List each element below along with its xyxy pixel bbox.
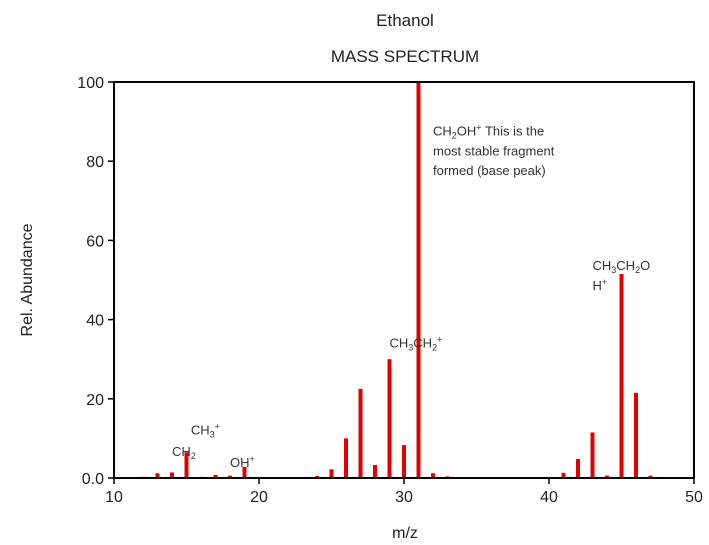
bar-mz-13 — [155, 473, 160, 478]
bar-mz-43 — [590, 432, 595, 478]
annotation-3: CH3CH2+ — [390, 334, 443, 352]
bar-mz-15 — [184, 452, 189, 478]
annotation-4: CH2OH+ This is the — [433, 122, 544, 140]
annotation-1: CH3+ — [191, 421, 220, 439]
bar-mz-42 — [576, 458, 580, 478]
x-axis-label: m/z — [392, 525, 418, 542]
annotation-7: CH3CH2O — [593, 258, 651, 275]
annotation-0: CH2 — [172, 444, 196, 461]
annotation-5: most stable fragment — [433, 143, 555, 158]
bar-mz-28 — [373, 464, 377, 478]
bar-mz-27 — [358, 388, 363, 478]
annotation-6: formed (base peak) — [433, 163, 546, 178]
x-tick-label: 30 — [395, 489, 413, 506]
bar-mz-46 — [634, 392, 638, 478]
y-tick-label: 60 — [86, 233, 104, 250]
bar-mz-30 — [402, 445, 406, 478]
chart-title: Ethanol — [376, 11, 434, 30]
bar-mz-19 — [242, 466, 247, 478]
ticks-group: 10 20 30 40 50 0.0 20 40 60 80 100 — [77, 75, 703, 506]
y-tick-label: 100 — [77, 75, 104, 92]
bar-mz-26 — [344, 438, 348, 478]
bar-mz-44 — [605, 475, 609, 478]
y-axis-label: Rel. Abundance — [19, 223, 36, 336]
bar-mz-45 — [619, 274, 624, 478]
bar-mz-32 — [431, 473, 435, 478]
y-tick-label: 0.0 — [82, 471, 104, 488]
bars-group — [141, 82, 653, 478]
bar-mz-31 — [416, 82, 421, 478]
bar-mz-25 — [329, 469, 334, 478]
x-tick-label: 10 — [105, 489, 123, 506]
x-tick-label: 20 — [250, 489, 268, 506]
bar-mz-18 — [228, 475, 232, 478]
bar-mz-47 — [648, 475, 653, 478]
bar-mz-17 — [213, 474, 218, 478]
y-tick-label: 80 — [86, 154, 104, 171]
bar-mz-29 — [387, 359, 392, 478]
y-tick-label: 40 — [86, 313, 104, 330]
annotations-group: CH2 CH3+ OH+ CH3CH2+ CH2OH+ This is the most … — [172, 122, 650, 469]
y-tick-label: 20 — [86, 392, 104, 409]
chart-subtitle: MASS SPECTRUM — [331, 47, 479, 66]
bar-mz-41 — [561, 472, 566, 478]
x-tick-label: 40 — [540, 489, 558, 506]
x-tick-label: 50 — [685, 489, 703, 506]
bar-mz-14 — [170, 472, 174, 478]
annotation-2: OH+ — [230, 454, 255, 470]
annotation-8: H+ — [593, 277, 608, 293]
